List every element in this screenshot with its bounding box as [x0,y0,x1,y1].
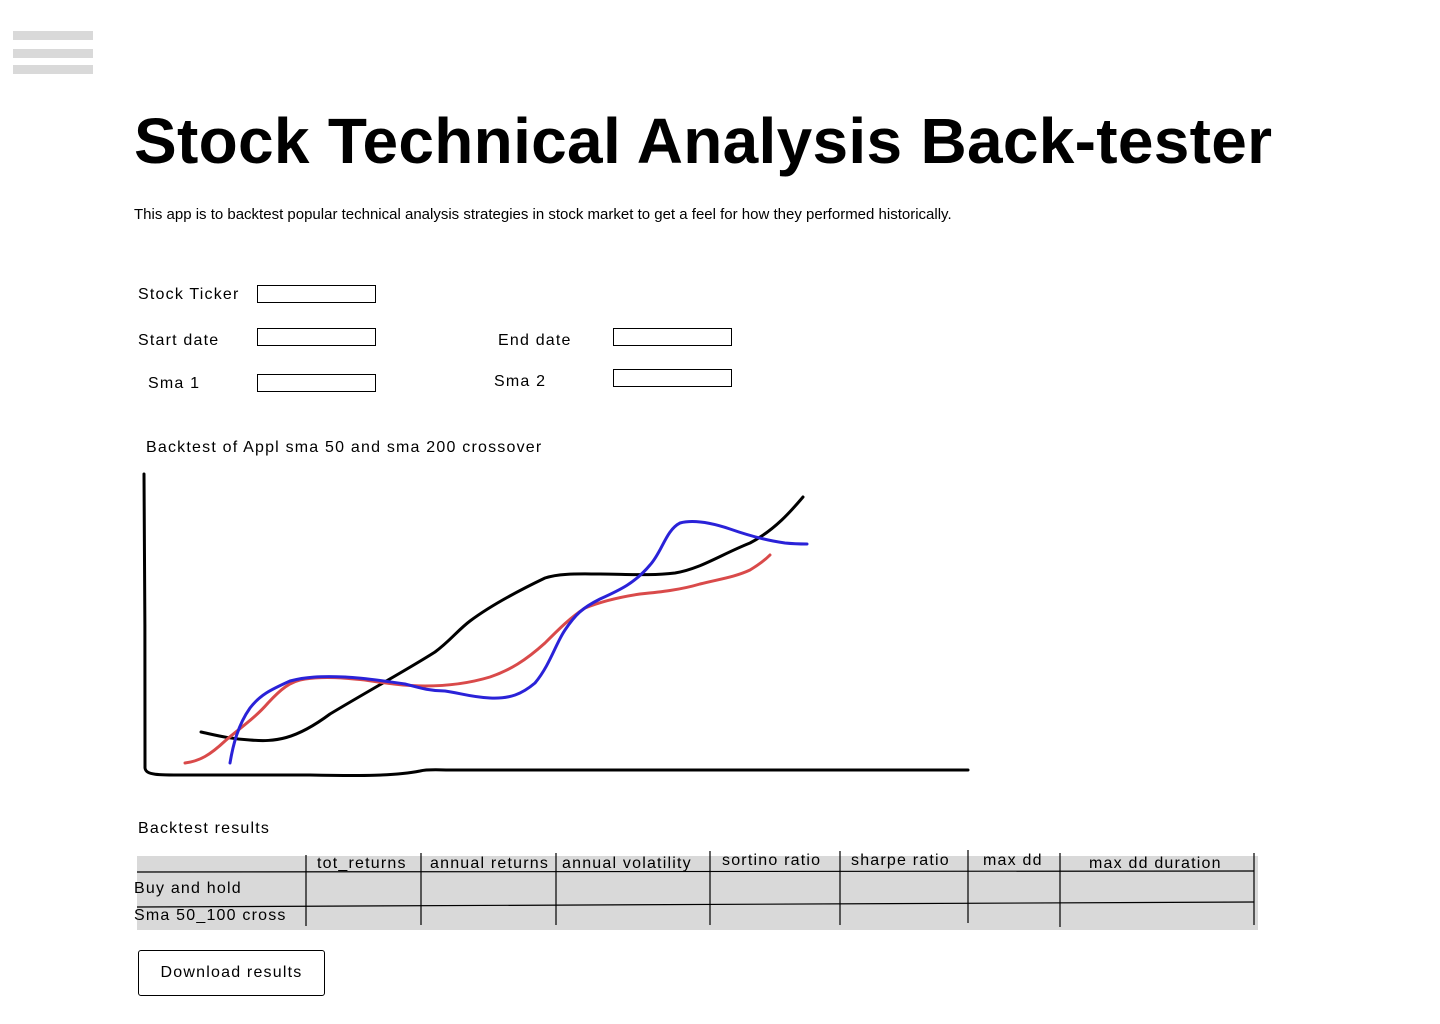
page-title: Stock Technical Analysis Back-tester [134,105,1273,177]
column-header-tot-returns: tot_returns [317,855,407,872]
sma2-label: Sma 2 [494,373,547,390]
sma1-label: Sma 1 [148,375,201,392]
black-series-line [199,495,805,743]
row-label-buy-and-hold: Buy and hold [134,880,242,897]
app-description: This app is to backtest popular technica… [134,206,952,223]
red-series-line [183,553,772,765]
column-header-annual-volatility: annual volatility [562,855,692,872]
menu-bar-bottom [13,65,93,74]
column-header-sortino-ratio: sortino ratio [722,852,822,869]
menu-bar-middle [13,49,93,58]
results-label: Backtest results [138,820,271,837]
column-header-sharpe-ratio: sharpe ratio [851,852,950,869]
chart-title: Backtest of Appl sma 50 and sma 200 cros… [146,439,543,456]
sma2-input[interactable] [613,369,732,387]
stock-ticker-input[interactable] [257,285,376,303]
download-results-button[interactable]: Download results [138,950,325,996]
menu-bar-top [13,31,93,40]
blue-series-line [228,520,809,765]
start-date-label: Start date [138,332,220,349]
y-axis [142,472,970,778]
end-date-label: End date [498,332,572,349]
start-date-input[interactable] [257,328,376,346]
column-header-annual-returns: annual returns [430,855,550,872]
row-label-sma-cross: Sma 50_100 cross [134,907,287,924]
results-table [137,856,1258,930]
column-header-max-dd: max dd [983,852,1043,869]
hamburger-menu-icon[interactable] [13,31,93,75]
column-header-max-dd-duration: max dd duration [1089,855,1222,872]
end-date-input[interactable] [613,328,732,346]
sma1-input[interactable] [257,374,376,392]
stock-ticker-label: Stock Ticker [138,286,240,303]
